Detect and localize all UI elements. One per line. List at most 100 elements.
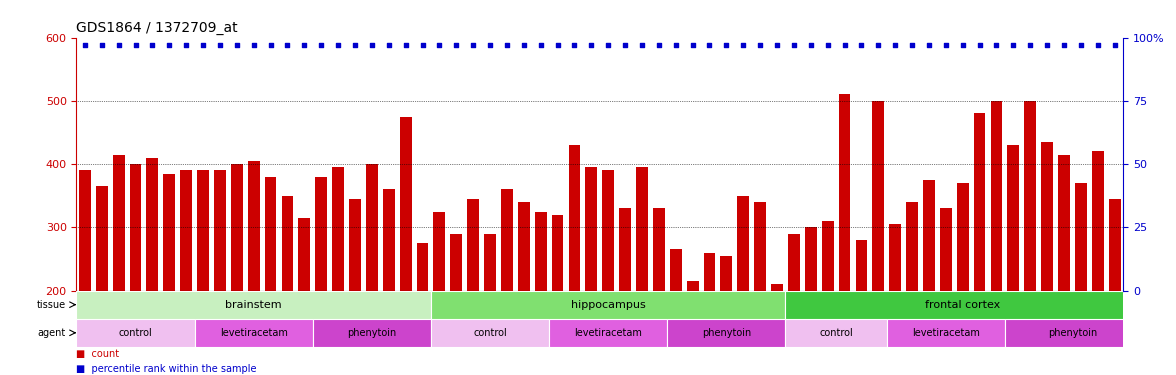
Bar [1005,319,1140,347]
Point [126,42,145,48]
Bar [855,240,868,291]
Point [970,42,989,48]
Point [75,42,94,48]
Point [312,42,330,48]
Point [396,42,415,48]
Text: tissue: tissue [36,300,66,310]
Point [582,42,601,48]
Bar [194,319,313,347]
Text: GDS1864 / 1372709_at: GDS1864 / 1372709_at [76,21,238,35]
Point [328,42,348,48]
Point [987,42,1005,48]
Bar [299,218,310,291]
Point [160,42,179,48]
Point [143,42,162,48]
Text: levetiracetam: levetiracetam [220,328,288,338]
Point [413,42,432,48]
Point [633,42,652,48]
Point [903,42,922,48]
Point [176,42,195,48]
Bar [602,170,614,291]
Bar [450,234,462,291]
Bar [400,117,412,291]
Point [1021,42,1040,48]
Bar [96,186,108,291]
Bar [549,319,667,347]
Bar [552,214,563,291]
Bar [721,256,733,291]
Point [869,42,888,48]
Point [261,42,280,48]
Point [768,42,787,48]
Text: levetiracetam: levetiracetam [574,328,642,338]
Point [936,42,955,48]
Point [245,42,263,48]
Bar [313,319,430,347]
Bar [248,161,260,291]
Bar [265,177,276,291]
Bar [501,189,513,291]
Point [920,42,938,48]
Bar [198,170,209,291]
Bar [79,170,91,291]
Bar [113,154,125,291]
Point [463,42,482,48]
Text: levetiracetam: levetiracetam [911,328,980,338]
Bar [430,319,549,347]
Point [447,42,466,48]
Bar [383,189,395,291]
Point [667,42,686,48]
Bar [737,196,749,291]
Bar [620,209,632,291]
Bar [940,209,951,291]
Bar [332,167,345,291]
Bar [1008,145,1020,291]
Bar [887,319,1005,347]
Bar [586,167,597,291]
Bar [653,209,664,291]
Point [616,42,635,48]
Bar [636,167,648,291]
Bar [214,170,226,291]
Point [717,42,736,48]
Point [1055,42,1074,48]
Point [194,42,213,48]
Point [700,42,719,48]
Bar [315,177,327,291]
Bar [76,319,194,347]
Bar [180,170,192,291]
Bar [230,164,242,291]
Point [564,42,583,48]
Bar [467,199,479,291]
Point [346,42,365,48]
Bar [485,234,496,291]
Point [548,42,567,48]
Point [599,42,617,48]
Point [851,42,870,48]
Point [1105,42,1124,48]
Bar [147,158,159,291]
Point [481,42,500,48]
Point [211,42,229,48]
Point [1037,42,1056,48]
Bar [163,174,175,291]
Bar [667,319,786,347]
Point [497,42,516,48]
Bar [434,211,446,291]
Bar [804,227,816,291]
Text: hippocampus: hippocampus [570,300,646,310]
Text: phenytoin: phenytoin [347,328,396,338]
Bar [703,253,715,291]
Bar [349,199,361,291]
Point [1071,42,1090,48]
Bar [889,224,901,291]
Text: control: control [119,328,153,338]
Bar [366,164,377,291]
Text: phenytoin: phenytoin [1048,328,1097,338]
Point [1004,42,1023,48]
Point [649,42,668,48]
Point [1088,42,1107,48]
Bar [1041,142,1053,291]
Bar [416,243,428,291]
Bar [957,183,969,291]
